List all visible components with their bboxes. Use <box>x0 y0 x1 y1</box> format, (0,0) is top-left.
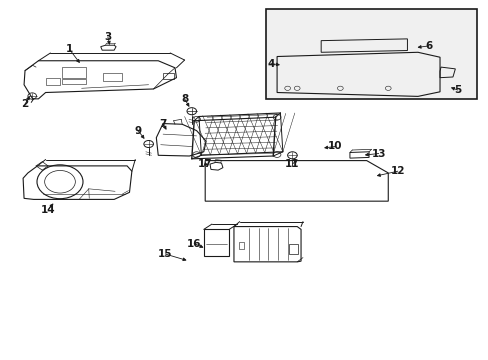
Bar <box>238 242 244 249</box>
Text: 17: 17 <box>198 159 212 169</box>
Text: 3: 3 <box>104 32 111 42</box>
Text: 13: 13 <box>371 149 385 158</box>
Bar <box>265 9 476 99</box>
Text: 7: 7 <box>159 118 166 129</box>
Bar <box>45 78 60 85</box>
Text: 11: 11 <box>285 159 299 169</box>
Text: 9: 9 <box>134 126 142 136</box>
Bar <box>163 73 173 80</box>
Bar <box>62 79 86 84</box>
Text: 5: 5 <box>453 85 461 95</box>
Text: 12: 12 <box>390 166 404 176</box>
Text: 8: 8 <box>181 94 188 104</box>
Text: 15: 15 <box>158 249 172 259</box>
Text: 4: 4 <box>266 59 274 68</box>
Text: 1: 1 <box>66 45 73 54</box>
Text: 14: 14 <box>41 205 55 215</box>
Text: 2: 2 <box>21 99 29 109</box>
Text: 10: 10 <box>327 141 342 152</box>
Bar <box>103 73 122 81</box>
Text: 16: 16 <box>186 239 201 248</box>
Text: 6: 6 <box>425 41 432 51</box>
Bar <box>288 244 297 254</box>
Bar <box>62 67 86 78</box>
